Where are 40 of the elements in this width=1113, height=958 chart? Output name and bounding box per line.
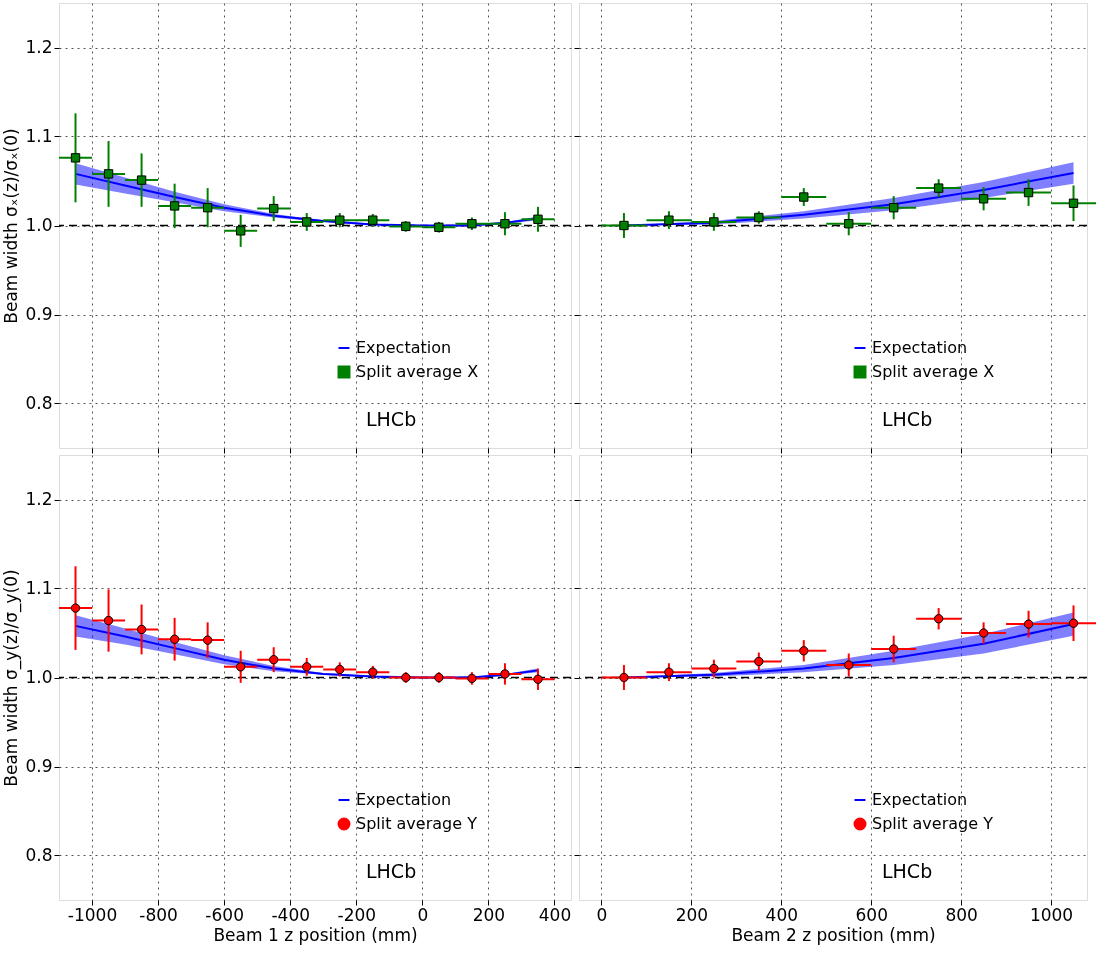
- x-tick-label: 200: [675, 904, 709, 925]
- x-tick-label: -200: [337, 904, 377, 925]
- y-tick-label: 1.1: [25, 126, 53, 146]
- annotation: LHCb: [366, 860, 417, 882]
- x-tick-label: 0: [417, 904, 429, 925]
- legend-label: Expectation: [872, 790, 968, 809]
- legend-label: Expectation: [356, 790, 452, 809]
- x-tick-label: 1000: [1029, 904, 1074, 925]
- y-axis-title: Beam width σ_y(z)/σ_y(0): [1, 569, 23, 787]
- x-tick-label: -400: [271, 904, 311, 925]
- x-tick-label: 0: [596, 904, 608, 925]
- annotation: LHCb: [366, 408, 417, 430]
- y-tick-label: 1.0: [25, 215, 53, 235]
- annotation: LHCb: [882, 860, 933, 882]
- x-tick-label: -600: [205, 904, 244, 925]
- x-axis-title: Beam 1 z position (mm): [213, 924, 418, 945]
- legend-label: Expectation: [872, 338, 968, 357]
- x-tick-label: 400: [765, 904, 799, 925]
- annotation: LHCb: [882, 408, 933, 430]
- x-axis-title: Beam 2 z position (mm): [731, 924, 936, 945]
- legend-label: Split average Y: [356, 814, 478, 833]
- x-tick-label: 800: [945, 904, 978, 925]
- y-tick-label: 0.9: [25, 304, 53, 324]
- x-tick-label: -1000: [67, 904, 118, 925]
- y-axis-title: Beam width σₓ(z)/σₓ(0): [1, 128, 22, 324]
- legend-label: Expectation: [356, 338, 452, 357]
- x-tick-label: 200: [472, 904, 506, 925]
- y-tick-label: 1.1: [25, 578, 53, 598]
- y-tick-label: 0.8: [25, 845, 53, 865]
- y-tick-label: 1.0: [25, 667, 53, 687]
- x-tick-label: 400: [538, 904, 572, 925]
- y-tick-label: 0.9: [25, 756, 53, 776]
- legend-label: Split average X: [872, 362, 995, 381]
- legend-label: Split average Y: [872, 814, 994, 833]
- y-tick-label: 0.8: [25, 393, 53, 413]
- x-tick-label: 600: [855, 904, 888, 925]
- y-tick-label: 1.2: [25, 37, 53, 57]
- legend-label: Split average X: [356, 362, 479, 381]
- y-tick-label: 1.2: [25, 489, 53, 509]
- x-tick-label: -800: [139, 904, 178, 925]
